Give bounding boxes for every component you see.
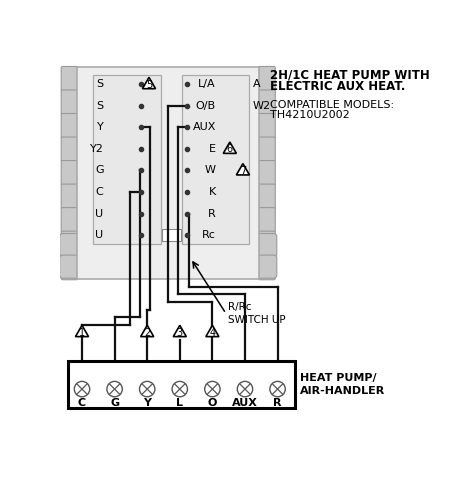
Text: 7: 7 xyxy=(240,166,246,176)
FancyBboxPatch shape xyxy=(61,254,78,280)
Text: 1: 1 xyxy=(79,328,85,338)
FancyBboxPatch shape xyxy=(61,66,78,92)
FancyBboxPatch shape xyxy=(257,255,277,278)
FancyBboxPatch shape xyxy=(60,255,80,278)
Text: COMPATIBLE MODELS:: COMPATIBLE MODELS: xyxy=(270,100,394,110)
FancyBboxPatch shape xyxy=(258,66,275,92)
Text: S: S xyxy=(96,79,103,89)
Text: R: R xyxy=(273,398,282,408)
Text: L: L xyxy=(176,398,183,408)
Text: HEAT PUMP/
AIR-HANDLER: HEAT PUMP/ AIR-HANDLER xyxy=(300,373,385,396)
Bar xyxy=(162,229,182,241)
Text: L/A: L/A xyxy=(198,79,216,89)
FancyBboxPatch shape xyxy=(258,184,275,209)
Text: AUX: AUX xyxy=(192,123,216,132)
Circle shape xyxy=(205,381,220,397)
Circle shape xyxy=(270,381,285,397)
FancyBboxPatch shape xyxy=(61,208,78,233)
Text: A: A xyxy=(253,79,261,89)
Text: C: C xyxy=(96,187,103,197)
Text: Y: Y xyxy=(97,123,103,132)
Text: W: W xyxy=(205,165,216,176)
FancyBboxPatch shape xyxy=(258,208,275,233)
FancyBboxPatch shape xyxy=(258,254,275,280)
Circle shape xyxy=(172,381,188,397)
FancyBboxPatch shape xyxy=(60,234,80,256)
Polygon shape xyxy=(141,325,154,337)
FancyBboxPatch shape xyxy=(61,184,78,209)
Bar xyxy=(68,362,295,408)
Text: O: O xyxy=(208,398,217,408)
Text: C: C xyxy=(78,398,86,408)
Polygon shape xyxy=(206,325,219,337)
Text: O/B: O/B xyxy=(196,101,216,111)
Text: Rc: Rc xyxy=(202,230,216,240)
FancyBboxPatch shape xyxy=(61,90,78,115)
FancyBboxPatch shape xyxy=(258,231,275,256)
Text: 2: 2 xyxy=(144,328,150,338)
FancyBboxPatch shape xyxy=(61,114,78,138)
Polygon shape xyxy=(223,142,237,153)
Text: 4: 4 xyxy=(210,328,216,338)
Text: ELECTRIC AUX HEAT.: ELECTRIC AUX HEAT. xyxy=(270,79,405,93)
Bar xyxy=(77,67,259,279)
Text: R: R xyxy=(208,208,216,219)
Bar xyxy=(182,75,249,245)
Text: 5: 5 xyxy=(146,80,152,90)
Text: TH4210U2002: TH4210U2002 xyxy=(270,110,350,120)
Bar xyxy=(93,75,161,245)
FancyBboxPatch shape xyxy=(61,231,78,256)
Polygon shape xyxy=(143,77,155,89)
Text: R/Rc
SWITCH UP: R/Rc SWITCH UP xyxy=(228,303,286,325)
FancyBboxPatch shape xyxy=(258,161,275,186)
Text: S: S xyxy=(96,101,103,111)
Text: G: G xyxy=(95,165,103,176)
FancyBboxPatch shape xyxy=(258,137,275,162)
Text: 6: 6 xyxy=(227,144,233,154)
FancyBboxPatch shape xyxy=(257,234,277,256)
Text: G: G xyxy=(110,398,119,408)
Text: E: E xyxy=(209,144,216,154)
Polygon shape xyxy=(75,325,89,337)
Text: U: U xyxy=(95,230,103,240)
Text: U: U xyxy=(95,208,103,219)
Circle shape xyxy=(139,381,155,397)
Text: Y: Y xyxy=(143,398,151,408)
Polygon shape xyxy=(237,164,249,175)
FancyBboxPatch shape xyxy=(61,161,78,186)
Text: 2H/1C HEAT PUMP WITH: 2H/1C HEAT PUMP WITH xyxy=(270,69,429,82)
Text: AUX: AUX xyxy=(232,398,258,408)
FancyBboxPatch shape xyxy=(258,114,275,138)
Text: Y2: Y2 xyxy=(90,144,103,154)
Circle shape xyxy=(237,381,253,397)
Circle shape xyxy=(74,381,90,397)
FancyBboxPatch shape xyxy=(258,90,275,115)
FancyBboxPatch shape xyxy=(61,137,78,162)
Text: K: K xyxy=(209,187,216,197)
Text: 3: 3 xyxy=(177,328,183,338)
Circle shape xyxy=(107,381,122,397)
Polygon shape xyxy=(173,325,186,337)
Text: W2: W2 xyxy=(253,101,271,111)
